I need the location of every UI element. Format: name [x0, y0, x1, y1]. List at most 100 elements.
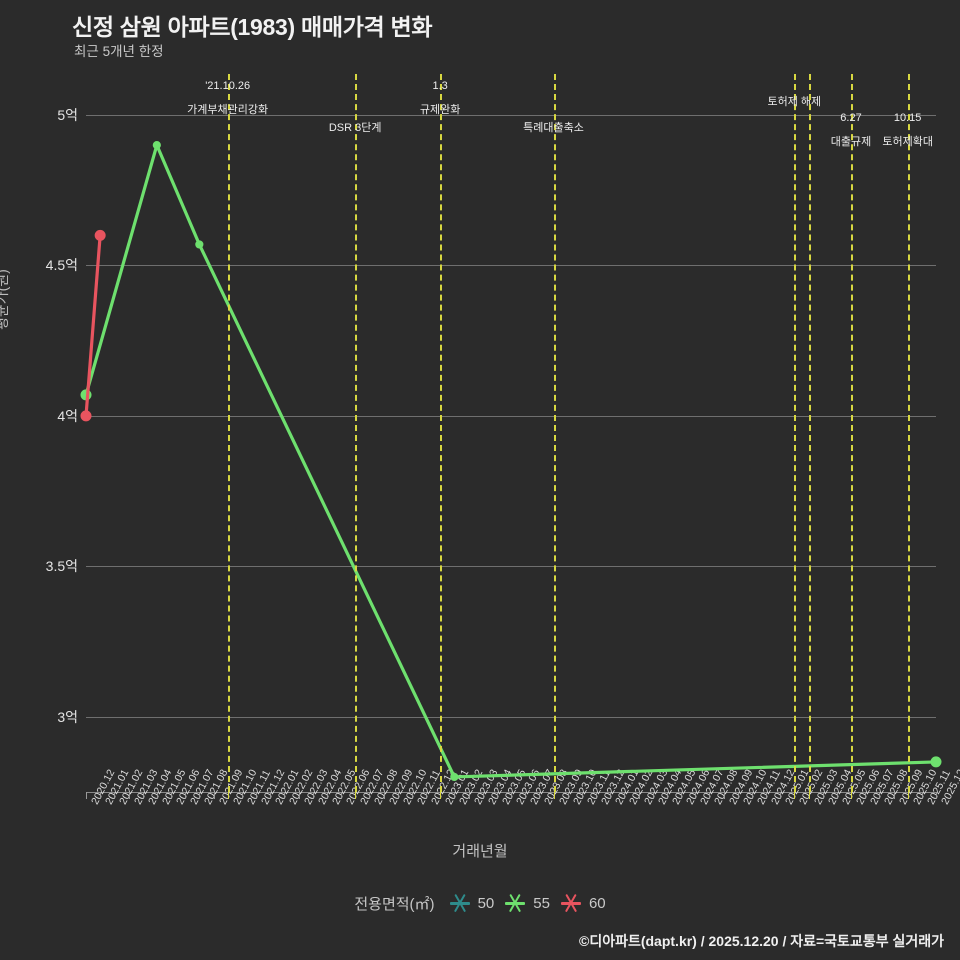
- footer-credit: ©디아파트(dapt.kr) / 2025.12.20 / 자료=국토교통부 실…: [579, 933, 944, 949]
- event-marker-line: [440, 74, 443, 792]
- event-name-label: 가계부채관리강화: [187, 104, 269, 116]
- event-marker-line: [907, 74, 910, 792]
- x-tick: [539, 792, 541, 799]
- page-title: 신정 삼원 아파트(1983) 매매가격 변화: [72, 14, 433, 40]
- x-tick: [241, 792, 243, 799]
- x-tick: [652, 792, 654, 799]
- x-tick: [893, 792, 895, 799]
- x-tick: [369, 792, 371, 799]
- x-tick: [638, 792, 640, 799]
- y-tick-label: 3.5억: [45, 558, 78, 575]
- event-name-label: 규제완화: [419, 104, 461, 116]
- x-tick: [227, 792, 229, 799]
- event-date-label: 10.15: [893, 112, 922, 124]
- x-tick: [185, 792, 187, 799]
- x-tick: [808, 792, 810, 799]
- y-tick-label: 4.5억: [45, 257, 78, 274]
- legend-label: 55: [533, 895, 550, 912]
- legend-item-50[interactable]: 50: [449, 894, 495, 914]
- legend-item-60[interactable]: 60: [560, 894, 606, 914]
- x-tick: [496, 792, 498, 799]
- x-tick: [567, 792, 569, 799]
- x-tick: [525, 792, 527, 799]
- x-tick: [326, 792, 328, 799]
- gridline: [86, 115, 936, 117]
- x-tick: [411, 792, 413, 799]
- x-tick: [794, 792, 796, 799]
- event-marker-line: [794, 74, 797, 792]
- event-name-label: 토허제 해제: [767, 96, 822, 108]
- event-name-label: 특례대출축소: [523, 122, 584, 134]
- legend-marker-icon: [505, 894, 526, 914]
- x-tick: [355, 792, 357, 799]
- x-tick: [596, 792, 597, 799]
- x-tick: [383, 792, 385, 799]
- x-axis-title: 거래년월: [452, 843, 508, 860]
- x-tick: [936, 792, 937, 799]
- x-tick: [454, 792, 456, 799]
- x-tick: [822, 792, 824, 799]
- x-tick: [780, 792, 782, 799]
- x-tick: [341, 792, 342, 799]
- x-tick: [312, 792, 314, 799]
- x-tick: [681, 792, 682, 799]
- x-tick: [213, 792, 215, 799]
- event-marker-line: [227, 74, 230, 792]
- x-tick: [737, 792, 739, 799]
- x-tick: [199, 792, 201, 799]
- x-tick: [666, 792, 668, 799]
- x-tick: [610, 792, 612, 799]
- x-tick: [879, 792, 881, 799]
- event-marker-line: [808, 74, 811, 792]
- x-tick: [865, 792, 867, 799]
- x-tick: [156, 792, 158, 799]
- y-tick-label: 3억: [57, 708, 78, 725]
- x-tick: [482, 792, 484, 799]
- x-tick: [298, 792, 300, 799]
- legend-marker-icon: [560, 894, 581, 914]
- event-marker-line: [553, 74, 556, 792]
- event-date-label: '21.10.26: [205, 80, 251, 92]
- x-tick: [836, 792, 838, 799]
- y-tick-label: 4억: [57, 407, 78, 424]
- legend-marker-icon: [449, 894, 470, 914]
- event-name-label: 토허제확대: [882, 136, 933, 148]
- legend-label: 50: [477, 895, 495, 912]
- event-date-label: 1.3: [432, 80, 448, 92]
- x-tick: [751, 792, 753, 799]
- x-tick: [851, 792, 852, 799]
- legend-label: 60: [588, 895, 606, 912]
- x-tick: [397, 792, 399, 799]
- chart-subtitle: 최근 5개년 한정: [74, 44, 164, 59]
- x-tick: [695, 792, 697, 799]
- x-tick: [468, 792, 470, 799]
- x-tick: [142, 792, 144, 799]
- x-tick: [907, 792, 909, 799]
- x-tick: [581, 792, 583, 799]
- x-tick: [256, 792, 257, 799]
- y-tick-label: 5억: [57, 107, 78, 124]
- x-tick: [426, 792, 427, 799]
- x-tick: [723, 792, 725, 799]
- legend: 전용면적(㎡) 50 55 60: [0, 893, 960, 914]
- event-marker-line: [851, 74, 853, 792]
- event-date-label: 6.27: [840, 112, 862, 124]
- event-name-label: DSR 3단계: [328, 122, 382, 134]
- x-tick: [171, 792, 172, 799]
- event-marker-line: [355, 74, 358, 792]
- x-tick: [284, 792, 286, 799]
- x-tick: [709, 792, 711, 799]
- x-tick: [86, 792, 87, 799]
- x-tick: [921, 792, 923, 799]
- x-tick: [100, 792, 102, 799]
- legend-title: 전용면적(㎡): [354, 896, 435, 913]
- event-name-label: 대출규제: [830, 136, 872, 148]
- x-tick: [128, 792, 130, 799]
- legend-item-55[interactable]: 55: [505, 894, 550, 914]
- x-tick: [553, 792, 555, 799]
- x-tick: [511, 792, 512, 799]
- y-axis-title: 평균가(원): [0, 269, 10, 330]
- x-tick: [624, 792, 626, 799]
- x-tick: [766, 792, 767, 799]
